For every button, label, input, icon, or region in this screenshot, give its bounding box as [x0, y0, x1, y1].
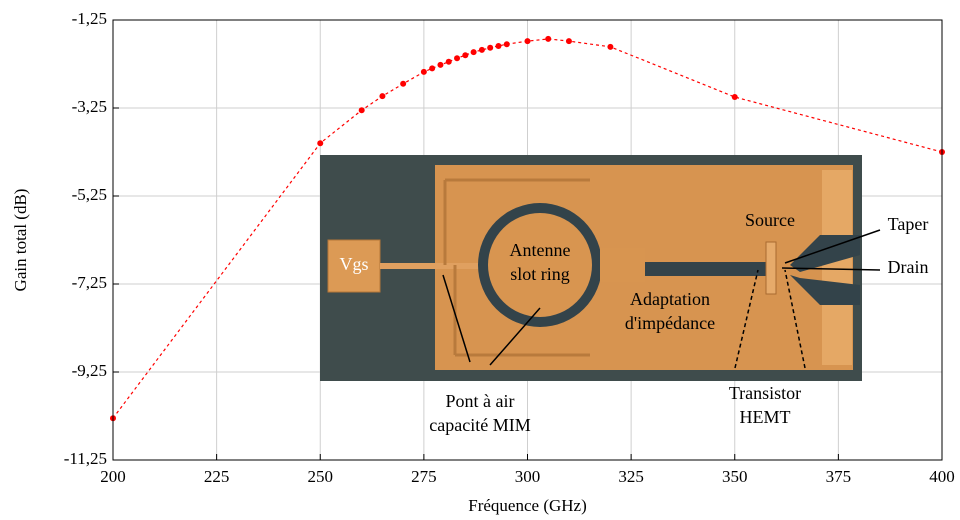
data-point	[437, 61, 444, 68]
inset-photo	[320, 155, 881, 381]
y-tick-label: -7,25	[72, 273, 107, 292]
data-point	[478, 46, 485, 53]
x-axis-label: Fréquence (GHz)	[468, 496, 586, 515]
taper-bottom	[790, 275, 860, 305]
data-point	[524, 38, 531, 45]
data-point	[445, 58, 452, 65]
labels: 200 225 250 275 300 325 350 375 400 -11,25 -9,25 -7…	[11, 9, 955, 515]
matching-line	[645, 262, 775, 276]
annotation: Taper	[888, 214, 929, 234]
annotation: Source	[745, 210, 795, 230]
ring-inner	[488, 213, 592, 317]
data-point	[545, 35, 552, 42]
annotation: Pont à air	[446, 391, 515, 411]
data-point	[358, 107, 365, 114]
y-axis-label: Gain total (dB)	[11, 189, 30, 292]
x-tick-label: 200	[100, 467, 126, 486]
annotation: d'impédance	[625, 313, 715, 333]
data-point	[317, 140, 324, 147]
data-point	[429, 65, 436, 72]
chip-pad	[822, 170, 852, 365]
bias-lines	[443, 178, 590, 357]
y-tick-label: -3,25	[72, 97, 107, 116]
annotation: Drain	[888, 257, 929, 277]
x-tick-label: 250	[308, 467, 334, 486]
plot-frame	[112, 19, 943, 461]
y-tick-label: -1,25	[72, 9, 107, 28]
x-tick-label: 300	[515, 467, 541, 486]
x-tick-label: 400	[929, 467, 955, 486]
feed-line	[380, 263, 480, 269]
taper-top	[790, 235, 860, 272]
data-point	[503, 41, 510, 48]
data-point	[462, 52, 469, 59]
annotation: capacité MIM	[429, 415, 530, 435]
x-tick-label: 325	[618, 467, 644, 486]
data-point	[565, 38, 572, 45]
y-tick-label: -5,25	[72, 185, 107, 204]
data-point	[420, 68, 427, 75]
annotation: slot ring	[510, 264, 570, 284]
annotation: Transistor	[729, 383, 801, 403]
annotation: Vgs	[339, 254, 368, 274]
ring-stub	[600, 248, 645, 282]
x-tick-label: 375	[826, 467, 852, 486]
y-tick-label: -9,25	[72, 361, 107, 380]
data-point	[487, 44, 494, 51]
y-tick-label: -11,25	[64, 449, 107, 468]
data-point	[400, 80, 407, 87]
x-tick-label: 225	[204, 467, 230, 486]
annotation: HEMT	[740, 407, 791, 427]
annotation: Adaptation	[630, 289, 710, 309]
x-tick-label: 275	[411, 467, 437, 486]
data-point	[379, 93, 386, 100]
annotation: Antenne	[510, 240, 571, 260]
x-tick-label: 350	[722, 467, 748, 486]
data-point	[731, 94, 738, 100]
data-point	[495, 42, 502, 49]
data-point	[470, 49, 477, 56]
data-line	[112, 38, 943, 419]
data-point	[607, 43, 614, 50]
vgs-pad	[327, 239, 381, 293]
source-pad	[765, 241, 777, 295]
arrows	[442, 229, 881, 369]
data-point	[454, 55, 461, 62]
